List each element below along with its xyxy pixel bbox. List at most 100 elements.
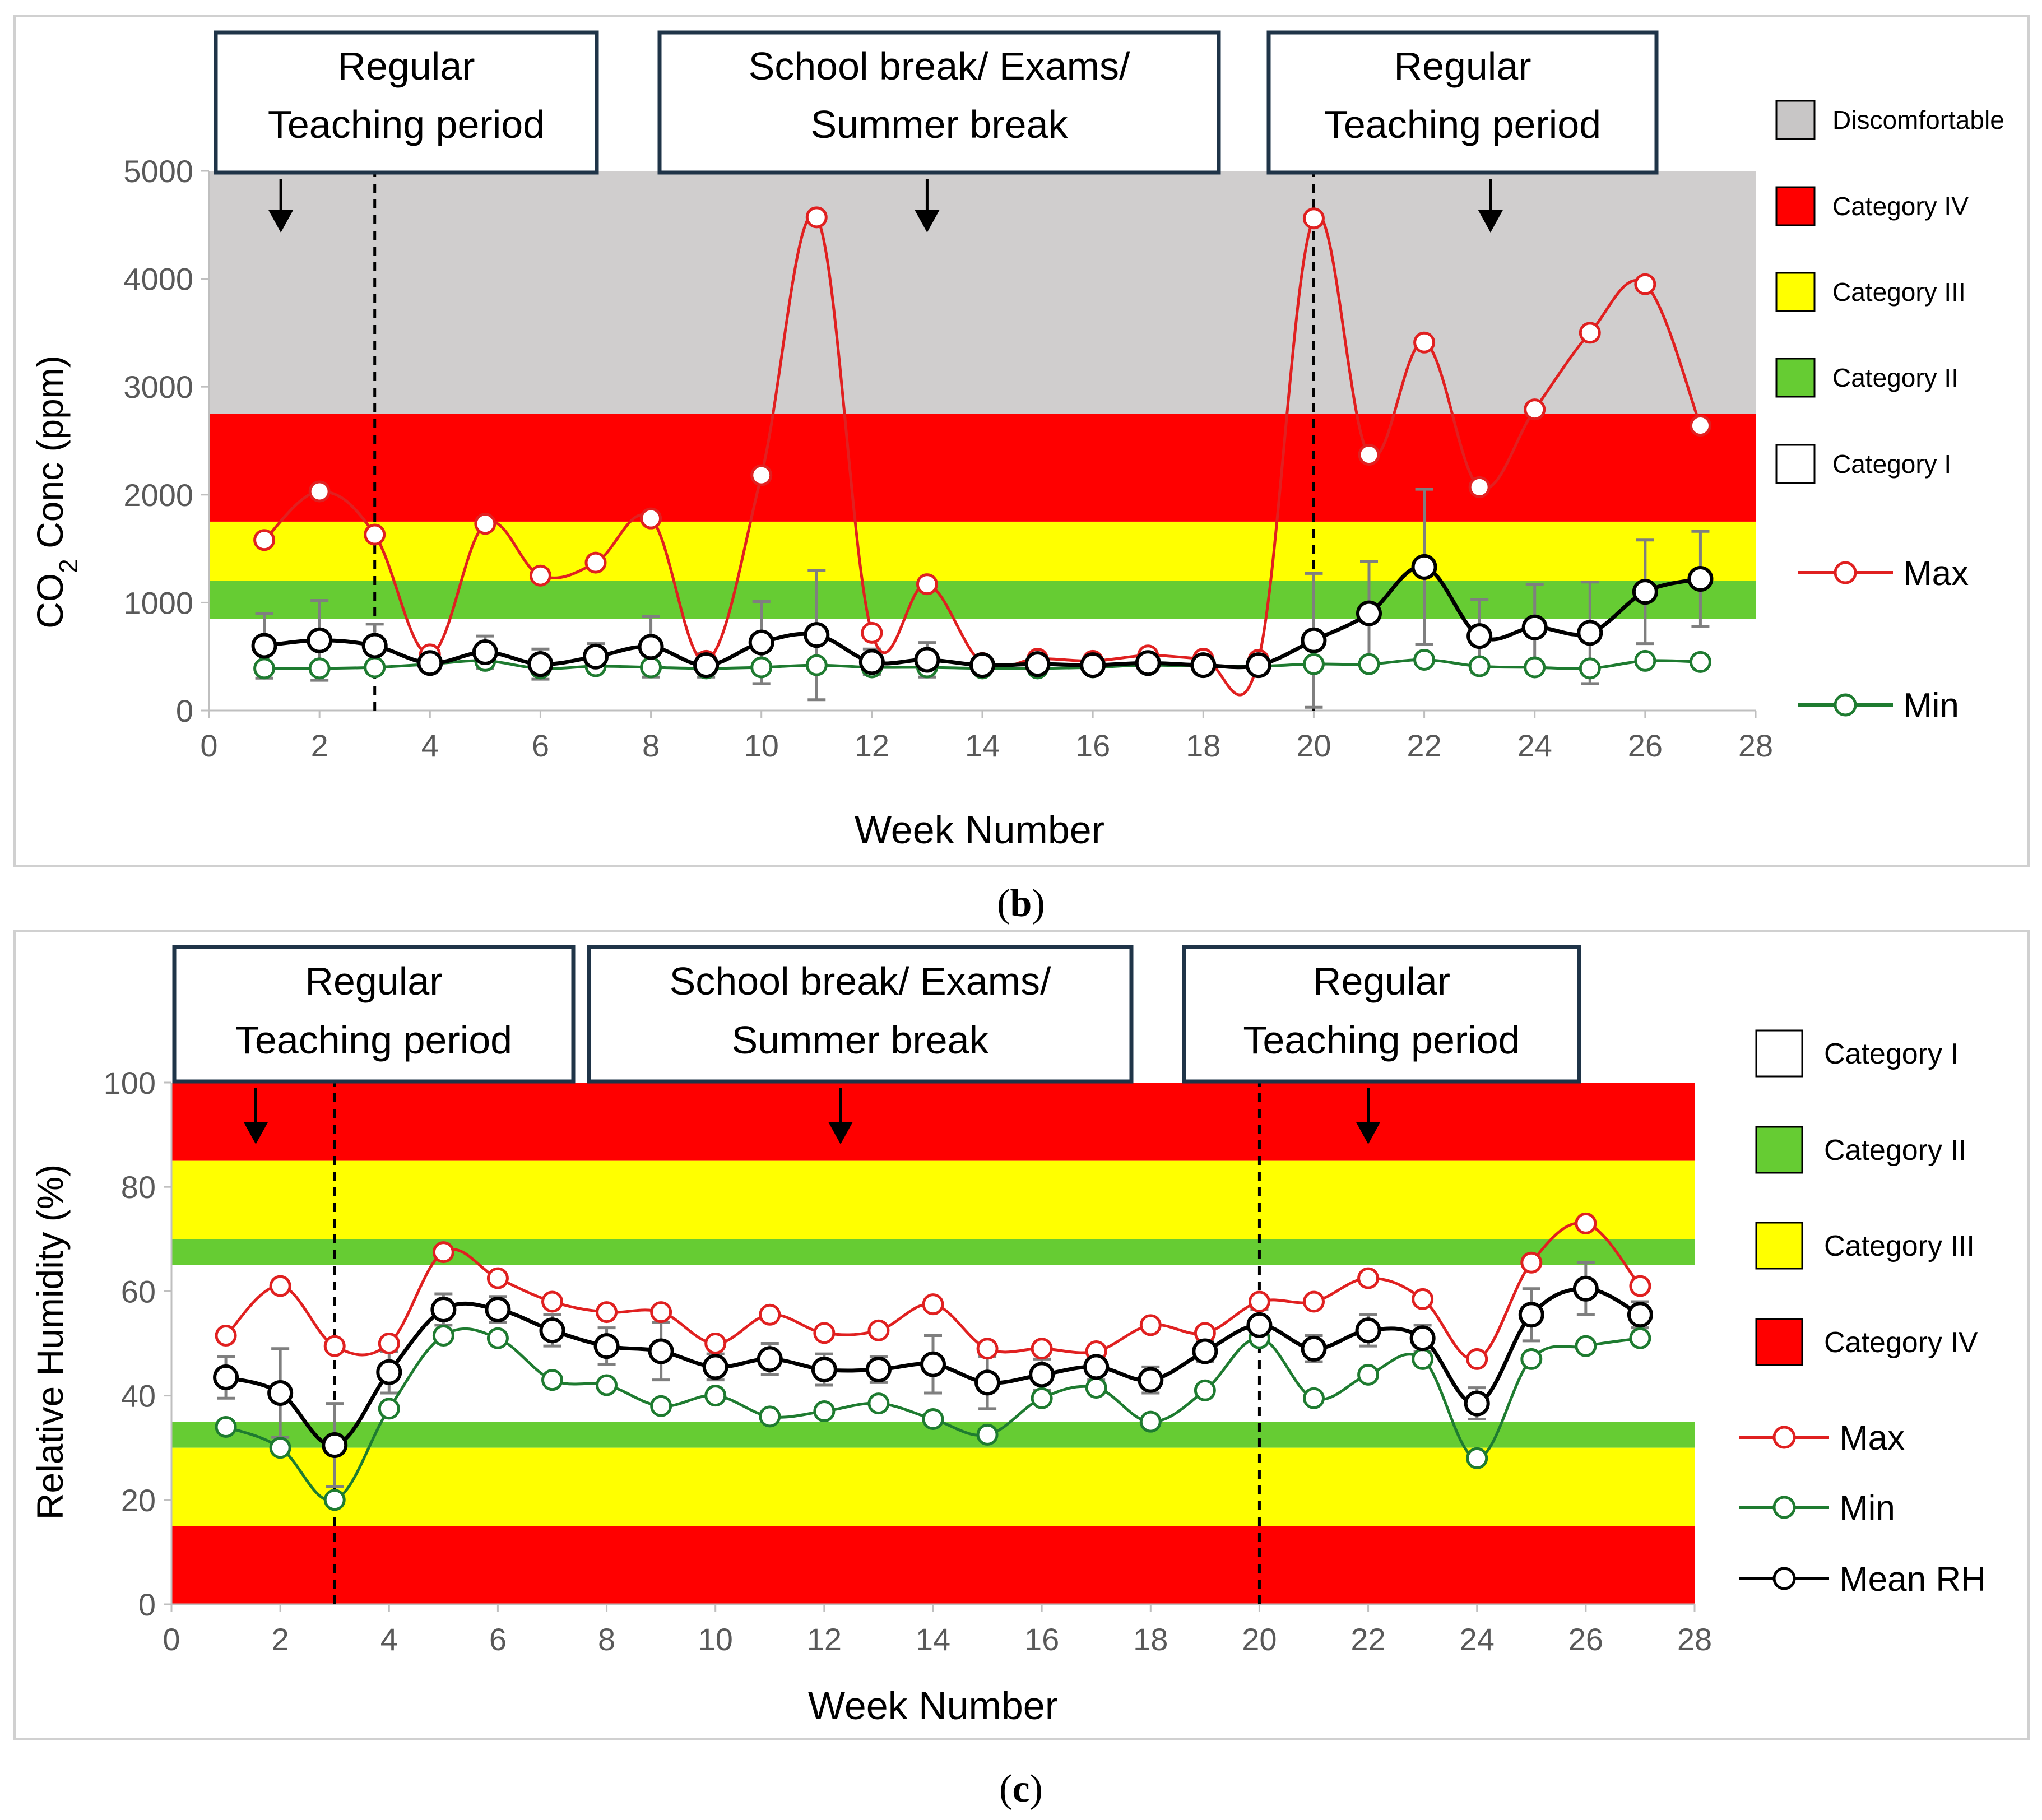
data-point bbox=[1412, 1288, 1434, 1310]
legend-label: Discomfortable bbox=[1832, 105, 2004, 134]
data-point bbox=[486, 1327, 509, 1349]
data-point bbox=[811, 1357, 837, 1383]
x-tick-label: 28 bbox=[1738, 728, 1773, 763]
x-tick-label: 8 bbox=[598, 1622, 615, 1657]
co2-comfort-bands bbox=[209, 171, 1756, 619]
comfort-band bbox=[171, 1083, 1695, 1161]
data-point bbox=[1466, 1348, 1488, 1370]
legend-marker bbox=[1772, 1567, 1796, 1590]
legend-label: Category II bbox=[1832, 363, 1959, 392]
data-point bbox=[759, 1303, 781, 1326]
data-point bbox=[638, 634, 664, 660]
co2-period-boxes: Regular Teaching period School break/ Exam… bbox=[214, 30, 1659, 233]
x-tick-label: 28 bbox=[1677, 1622, 1712, 1657]
data-point bbox=[1629, 1275, 1651, 1297]
legend-marker bbox=[1834, 561, 1857, 584]
period-box bbox=[587, 945, 1134, 1084]
data-point bbox=[251, 633, 277, 659]
data-point bbox=[253, 657, 276, 680]
legend-label: Category I bbox=[1824, 1038, 1959, 1070]
data-point bbox=[867, 1392, 890, 1415]
data-point bbox=[1358, 444, 1380, 466]
period-label-line2: Teaching period bbox=[1243, 1018, 1520, 1062]
co2-y-axis-title: CO2 Conc (ppm) bbox=[29, 355, 83, 629]
y-tick-label: 2000 bbox=[123, 477, 193, 513]
data-point bbox=[378, 1332, 400, 1354]
data-point bbox=[378, 1397, 400, 1420]
data-point bbox=[1413, 648, 1436, 671]
panel-c-caption: (c) bbox=[999, 1767, 1043, 1810]
legend-swatch bbox=[1775, 444, 1816, 484]
y-tick-label: 20 bbox=[121, 1483, 156, 1518]
data-point bbox=[541, 1369, 563, 1391]
data-point bbox=[527, 651, 554, 677]
y-tick-label: 40 bbox=[121, 1378, 156, 1414]
data-point bbox=[748, 629, 774, 656]
data-point bbox=[1031, 1387, 1053, 1409]
data-point bbox=[213, 1364, 239, 1391]
data-point bbox=[1413, 331, 1436, 354]
legend-swatch bbox=[1755, 1029, 1803, 1078]
data-point bbox=[804, 622, 830, 648]
data-point bbox=[750, 464, 773, 486]
data-point bbox=[813, 1400, 836, 1423]
x-tick-label: 18 bbox=[1186, 728, 1220, 763]
comfort-band bbox=[209, 171, 1756, 414]
humidity-period-boxes: Regular Teaching period School break/ Exam… bbox=[172, 945, 1581, 1144]
x-tick-label: 8 bbox=[642, 728, 660, 763]
data-point bbox=[1689, 415, 1711, 437]
data-point bbox=[759, 1405, 781, 1428]
data-point bbox=[361, 633, 388, 659]
x-tick-label: 16 bbox=[1024, 1622, 1059, 1657]
x-tick-label: 6 bbox=[489, 1622, 507, 1657]
humidity-legend: Category I Category II Category III Categor… bbox=[1739, 1029, 1986, 1599]
x-tick-label: 24 bbox=[1460, 1622, 1495, 1657]
data-point bbox=[1464, 1390, 1490, 1417]
data-point bbox=[583, 643, 609, 670]
data-point bbox=[1518, 1302, 1544, 1328]
data-point bbox=[430, 1296, 457, 1322]
data-point bbox=[1246, 1312, 1273, 1338]
humidity-y-axis-title: Relative Humidity (%) bbox=[29, 1164, 71, 1520]
x-tick-label: 0 bbox=[163, 1622, 180, 1657]
data-point bbox=[593, 1333, 620, 1359]
legend-label: Category IV bbox=[1832, 192, 1969, 221]
data-point bbox=[474, 513, 496, 535]
data-point bbox=[267, 1380, 294, 1406]
data-point bbox=[539, 1317, 565, 1344]
data-point bbox=[1411, 554, 1437, 580]
data-point bbox=[1139, 1410, 1162, 1433]
humidity-series bbox=[213, 1212, 1653, 1511]
data-point bbox=[1083, 1354, 1110, 1380]
data-point bbox=[215, 1415, 237, 1438]
data-point bbox=[1634, 273, 1656, 295]
data-point bbox=[640, 656, 662, 679]
data-point bbox=[1138, 1367, 1164, 1393]
data-point bbox=[1632, 579, 1658, 605]
x-tick-label: 22 bbox=[1350, 1622, 1385, 1657]
data-point bbox=[322, 1432, 348, 1459]
data-point bbox=[1031, 1338, 1053, 1360]
x-tick-label: 2 bbox=[311, 728, 328, 763]
data-point bbox=[1024, 651, 1051, 677]
legend-swatch bbox=[1755, 1126, 1803, 1174]
legend-swatch bbox=[1775, 272, 1816, 312]
x-tick-label: 22 bbox=[1407, 728, 1441, 763]
legend-label: Category II bbox=[1824, 1134, 1966, 1167]
panel-b-caption: (b) bbox=[997, 882, 1045, 925]
data-point bbox=[1303, 1387, 1325, 1409]
data-point bbox=[1357, 1363, 1380, 1386]
x-tick-label: 14 bbox=[965, 728, 1000, 763]
y-tick-label: 3000 bbox=[123, 369, 193, 405]
data-point bbox=[1579, 657, 1601, 680]
x-tick-label: 26 bbox=[1628, 728, 1663, 763]
data-point bbox=[432, 1325, 454, 1347]
data-point bbox=[976, 1338, 999, 1360]
data-point bbox=[650, 1395, 672, 1417]
x-tick-label: 20 bbox=[1296, 728, 1331, 763]
period-label-line2: Teaching period bbox=[1324, 103, 1601, 146]
humidity-x-axis-title: Week Number bbox=[808, 1684, 1058, 1728]
x-tick-label: 18 bbox=[1133, 1622, 1168, 1657]
co2-series bbox=[251, 206, 1714, 709]
data-point bbox=[805, 206, 828, 229]
